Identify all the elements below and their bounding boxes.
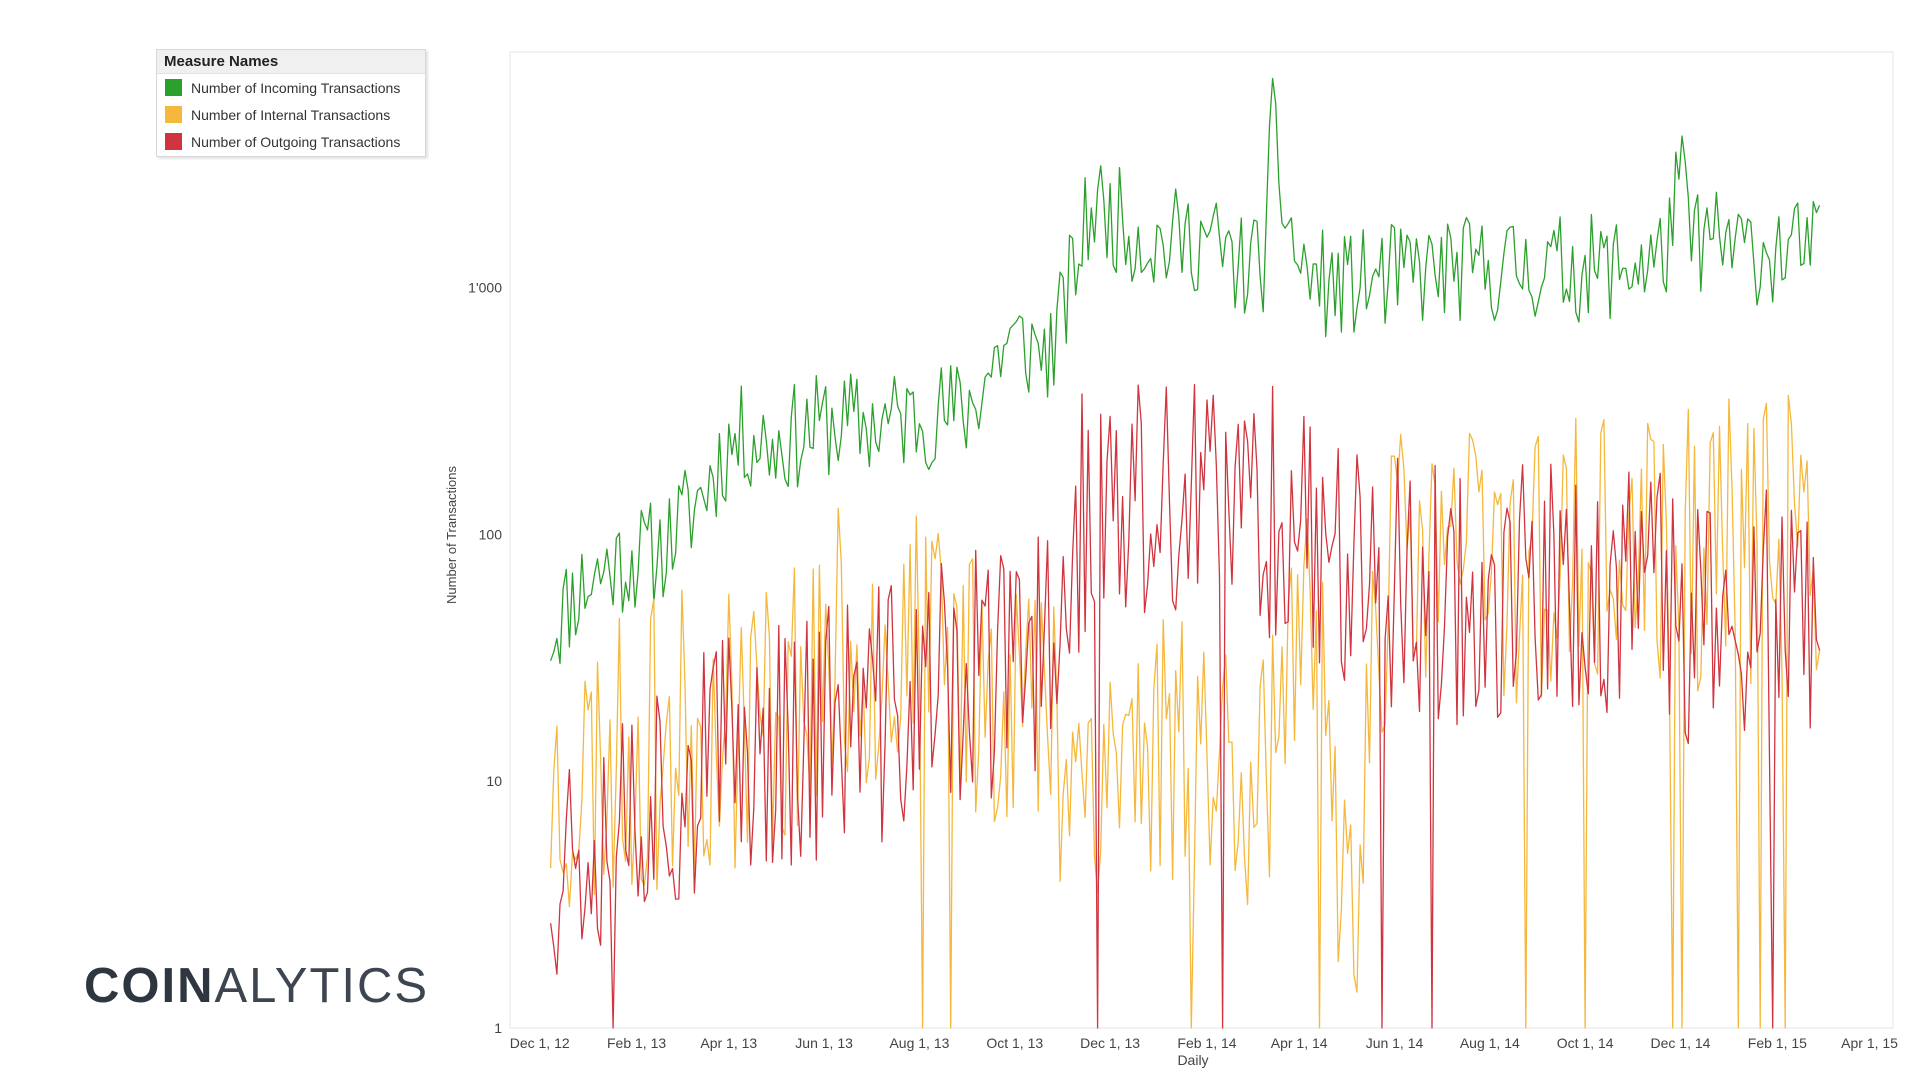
legend-label: Number of Internal Transactions bbox=[191, 106, 391, 123]
legend: Measure Names Number of Incoming Transac… bbox=[156, 49, 426, 157]
series-line-outgoing bbox=[549, 383, 1821, 1029]
x-tick-label: Feb 1, 14 bbox=[1177, 1035, 1236, 1051]
y-tick-label: 1 bbox=[494, 1020, 502, 1036]
legend-swatch-internal bbox=[165, 106, 182, 123]
x-tick-label: Dec 1, 13 bbox=[1080, 1035, 1140, 1051]
legend-swatch-outgoing bbox=[165, 133, 182, 150]
legend-title: Measure Names bbox=[157, 50, 425, 74]
x-tick-label: Feb 1, 15 bbox=[1748, 1035, 1807, 1051]
y-tick-label: 10 bbox=[486, 773, 502, 789]
legend-item-incoming[interactable]: Number of Incoming Transactions bbox=[157, 74, 425, 101]
y-axis-label: Number of Transactions bbox=[444, 466, 459, 605]
y-tick-label: 1'000 bbox=[468, 280, 502, 296]
y-tick-label: 100 bbox=[479, 526, 503, 542]
x-axis-label: Daily bbox=[1177, 1052, 1208, 1068]
x-tick-label: Jun 1, 13 bbox=[795, 1035, 853, 1051]
x-tick-label: Apr 1, 13 bbox=[700, 1035, 757, 1051]
chart-series bbox=[549, 77, 1821, 1029]
coinalytics-logo: COINALYTICS bbox=[84, 958, 429, 1014]
x-tick-label: Aug 1, 13 bbox=[889, 1035, 949, 1051]
logo-part2: ALYTICS bbox=[214, 959, 430, 1013]
x-tick-label: Oct 1, 14 bbox=[1557, 1035, 1614, 1051]
x-tick-label: Oct 1, 13 bbox=[986, 1035, 1043, 1051]
x-tick-label: Feb 1, 13 bbox=[607, 1035, 666, 1051]
logo-part1: COIN bbox=[84, 959, 215, 1013]
series-line-incoming bbox=[549, 77, 1821, 665]
x-tick-label: Dec 1, 14 bbox=[1651, 1035, 1711, 1051]
x-tick-label: Dec 1, 12 bbox=[510, 1035, 570, 1051]
x-tick-label: Apr 1, 14 bbox=[1271, 1035, 1328, 1051]
x-tick-label: Jun 1, 14 bbox=[1366, 1035, 1424, 1051]
legend-item-outgoing[interactable]: Number of Outgoing Transactions bbox=[157, 128, 425, 155]
legend-label: Number of Incoming Transactions bbox=[191, 79, 401, 96]
legend-label: Number of Outgoing Transactions bbox=[191, 133, 401, 150]
y-axis-ticks: 1 10 100 1'000 bbox=[468, 280, 502, 1036]
x-tick-label: Apr 1, 15 bbox=[1841, 1035, 1898, 1051]
legend-item-internal[interactable]: Number of Internal Transactions bbox=[157, 101, 425, 128]
legend-swatch-incoming bbox=[165, 79, 182, 96]
x-tick-label: Aug 1, 14 bbox=[1460, 1035, 1520, 1051]
x-axis-ticks: Dec 1, 12 Feb 1, 13 Apr 1, 13 Jun 1, 13 Aug … bbox=[510, 1035, 1898, 1051]
